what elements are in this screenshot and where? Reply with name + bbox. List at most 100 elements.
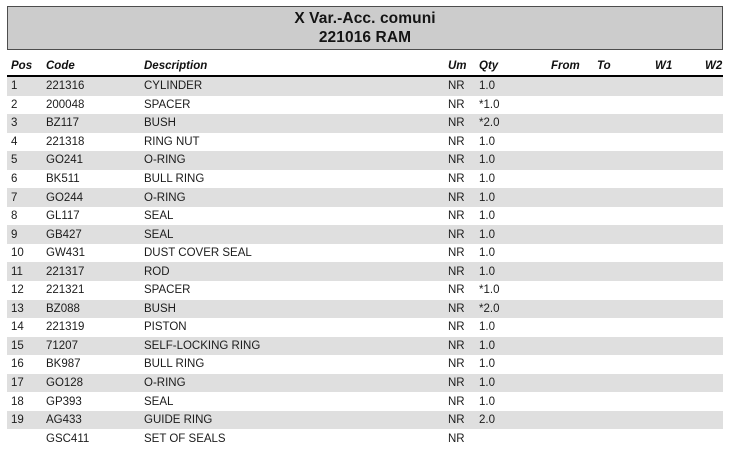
title-line-secondary: 221016 RAM <box>318 29 412 46</box>
cell-um: NR <box>446 76 477 96</box>
cell-w1 <box>631 336 681 356</box>
cell-from <box>529 243 577 263</box>
cell-pos: 15 <box>7 336 43 356</box>
table-row[interactable]: 11 221317 ROD NR 1.0 <box>7 262 723 282</box>
cell-pos: 14 <box>7 318 43 337</box>
cell-code: 221319 <box>43 318 141 337</box>
cell-to <box>577 225 631 244</box>
column-header-um[interactable]: Um <box>446 56 477 77</box>
table-row[interactable]: 3 BZ117 BUSH NR *2.0 <box>7 114 723 133</box>
table-row[interactable]: 18 GP393 SEAL NR 1.0 <box>7 392 723 411</box>
cell-code: BZ088 <box>43 299 141 319</box>
cell-qty: 1.0 <box>477 373 529 393</box>
cell-w2 <box>681 429 723 448</box>
cell-qty: 1.0 <box>477 188 529 207</box>
cell-w1 <box>631 299 681 319</box>
table-row[interactable]: 16 BK987 BULL RING NR 1.0 <box>7 355 723 374</box>
cell-um: NR <box>446 151 477 170</box>
cell-pos: 3 <box>7 114 43 133</box>
table-row[interactable]: 13 BZ088 BUSH NR *2.0 <box>7 299 723 319</box>
cell-pos: 16 <box>7 355 43 374</box>
cell-from <box>529 132 577 152</box>
cell-w2 <box>681 188 723 207</box>
cell-um: NR <box>446 132 477 152</box>
table-row[interactable]: 4 221318 RING NUT NR 1.0 <box>7 132 723 152</box>
cell-w1 <box>631 429 681 448</box>
column-header-w2[interactable]: W2 <box>681 56 723 77</box>
cell-qty: 2.0 <box>477 410 529 430</box>
cell-to <box>577 151 631 170</box>
cell-desc: SPACER <box>141 95 446 115</box>
cell-to <box>577 188 631 207</box>
cell-um: NR <box>446 299 477 319</box>
column-header-pos[interactable]: Pos <box>7 56 43 77</box>
cell-desc: GUIDE RING <box>141 410 446 430</box>
table-body: 1 221316 CYLINDER NR 1.0 2 200048 SPACER NR *1.0 3… <box>7 76 723 448</box>
table-row[interactable]: 6 BK511 BULL RING NR 1.0 <box>7 169 723 189</box>
cell-to <box>577 410 631 430</box>
cell-w2 <box>681 76 723 96</box>
cell-code: GW431 <box>43 243 141 263</box>
table-row[interactable]: 9 GB427 SEAL NR 1.0 <box>7 225 723 244</box>
cell-w2 <box>681 410 723 430</box>
parts-table: Pos Code Description Um Qty From To W1 W… <box>7 56 723 448</box>
cell-w2 <box>681 151 723 170</box>
column-header-description[interactable]: Description <box>141 56 446 77</box>
cell-code: BZ117 <box>43 114 141 133</box>
table-row[interactable]: 2 200048 SPACER NR *1.0 <box>7 95 723 115</box>
cell-pos: 2 <box>7 95 43 115</box>
cell-pos: 7 <box>7 188 43 207</box>
cell-w2 <box>681 318 723 337</box>
cell-w1 <box>631 132 681 152</box>
cell-w2 <box>681 336 723 356</box>
cell-desc: BUSH <box>141 114 446 133</box>
cell-w1 <box>631 95 681 115</box>
cell-pos: 9 <box>7 225 43 244</box>
cell-w2 <box>681 355 723 374</box>
table-row[interactable]: 5 GO241 O-RING NR 1.0 <box>7 151 723 170</box>
cell-um: NR <box>446 225 477 244</box>
cell-um: NR <box>446 188 477 207</box>
cell-from <box>529 151 577 170</box>
table-row[interactable]: 14 221319 PISTON NR 1.0 <box>7 318 723 337</box>
cell-to <box>577 336 631 356</box>
column-header-from[interactable]: From <box>529 56 580 77</box>
cell-w2 <box>681 299 723 319</box>
cell-w2 <box>681 169 723 189</box>
cell-w2 <box>681 243 723 263</box>
cell-w2 <box>681 262 723 282</box>
cell-um: NR <box>446 95 477 115</box>
table-row[interactable]: 1 221316 CYLINDER NR 1.0 <box>7 76 723 96</box>
cell-pos: 13 <box>7 299 43 319</box>
column-header-qty[interactable]: Qty <box>477 56 529 77</box>
cell-desc: RING NUT <box>141 132 446 152</box>
cell-desc: SEAL <box>141 225 446 244</box>
cell-um: NR <box>446 206 477 226</box>
cell-from <box>529 373 577 393</box>
table-row[interactable]: 8 GL117 SEAL NR 1.0 <box>7 206 723 226</box>
column-header-to[interactable]: To <box>577 56 631 77</box>
column-header-code[interactable]: Code <box>43 56 141 77</box>
cell-w1 <box>631 151 681 170</box>
cell-um: NR <box>446 169 477 189</box>
cell-w1 <box>631 318 681 337</box>
cell-to <box>577 392 631 411</box>
cell-w1 <box>631 188 681 207</box>
cell-code: BK987 <box>43 355 141 374</box>
cell-from <box>529 76 577 96</box>
column-header-w1[interactable]: W1 <box>631 56 681 77</box>
table-row[interactable]: 10 GW431 DUST COVER SEAL NR 1.0 <box>7 243 723 263</box>
table-row[interactable]: 15 71207 SELF-LOCKING RING NR 1.0 <box>7 336 723 356</box>
table-row[interactable]: 17 GO128 O-RING NR 1.0 <box>7 373 723 393</box>
cell-code: 71207 <box>43 336 141 356</box>
table-row[interactable]: 7 GO244 O-RING NR 1.0 <box>7 188 723 207</box>
table-row[interactable]: 12 221321 SPACER NR *1.0 <box>7 281 723 300</box>
table-row[interactable]: GSC411 SET OF SEALS NR <box>7 429 723 448</box>
table-row[interactable]: 19 AG433 GUIDE RING NR 2.0 <box>7 410 723 430</box>
cell-desc: SELF-LOCKING RING <box>141 336 446 356</box>
cell-w1 <box>631 355 681 374</box>
cell-to <box>577 373 631 393</box>
cell-desc: SET OF SEALS <box>141 429 446 448</box>
cell-to <box>577 206 631 226</box>
